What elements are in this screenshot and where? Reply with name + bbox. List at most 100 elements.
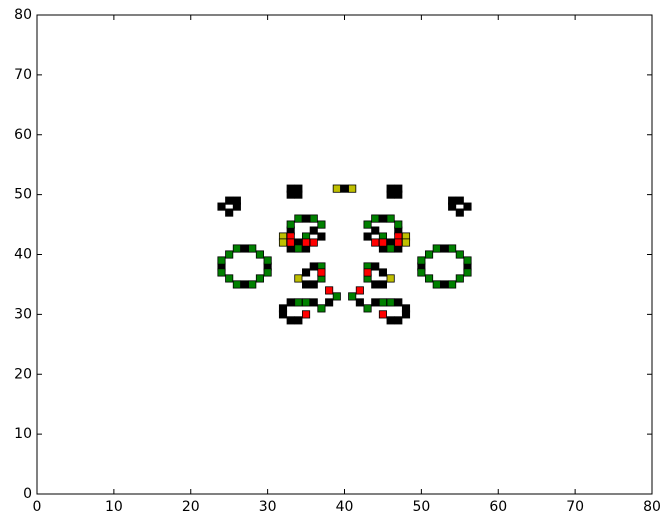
point <box>287 317 294 324</box>
point <box>456 197 463 204</box>
point <box>310 281 317 288</box>
point <box>372 299 379 306</box>
point <box>364 305 371 312</box>
point <box>295 245 302 252</box>
point <box>310 215 317 222</box>
point <box>349 293 356 300</box>
chart: 0102030405060708001020304050607080 <box>0 0 664 515</box>
point <box>395 191 402 198</box>
point <box>356 287 363 294</box>
point <box>379 299 386 306</box>
y-tick-label: 60 <box>14 127 32 143</box>
point <box>395 221 402 228</box>
point <box>295 191 302 198</box>
y-tick-label: 0 <box>23 486 32 502</box>
point <box>441 281 448 288</box>
point <box>302 215 309 222</box>
point <box>402 311 409 318</box>
point <box>218 257 225 264</box>
point <box>395 317 402 324</box>
point <box>387 215 394 222</box>
point <box>372 227 379 234</box>
point <box>379 311 386 318</box>
x-tick-label: 10 <box>105 499 123 515</box>
point <box>295 317 302 324</box>
point <box>226 251 233 258</box>
point <box>302 299 309 306</box>
point <box>310 299 317 306</box>
x-tick-label: 30 <box>259 499 277 515</box>
point <box>241 281 248 288</box>
point <box>279 311 286 318</box>
point <box>349 185 356 192</box>
point <box>379 269 386 276</box>
point <box>333 293 340 300</box>
point <box>318 221 325 228</box>
point <box>448 203 455 210</box>
x-tick-label: 20 <box>182 499 200 515</box>
point <box>310 227 317 234</box>
x-tick-label: 70 <box>566 499 584 515</box>
point <box>464 203 471 210</box>
point <box>233 281 240 288</box>
point <box>256 251 263 258</box>
point <box>295 275 302 282</box>
point <box>325 287 332 294</box>
x-tick-label: 60 <box>489 499 507 515</box>
point <box>226 209 233 216</box>
point <box>379 239 386 246</box>
y-tick-label: 50 <box>14 187 32 203</box>
point <box>387 299 394 306</box>
point <box>387 191 394 198</box>
point <box>364 233 371 240</box>
point <box>264 269 271 276</box>
y-tick-label: 30 <box>14 306 32 322</box>
point <box>433 281 440 288</box>
point <box>456 209 463 216</box>
point <box>425 251 432 258</box>
y-tick-label: 70 <box>14 67 32 83</box>
point <box>418 257 425 264</box>
point <box>387 245 394 252</box>
point <box>395 299 402 306</box>
point <box>433 245 440 252</box>
point <box>295 215 302 222</box>
point <box>387 275 394 282</box>
point <box>233 203 240 210</box>
y-tick-label: 40 <box>14 247 32 263</box>
point <box>287 191 294 198</box>
point <box>295 299 302 306</box>
point <box>287 221 294 228</box>
point <box>318 305 325 312</box>
point <box>379 281 386 288</box>
point <box>395 239 402 246</box>
point <box>318 269 325 276</box>
point <box>333 185 340 192</box>
point <box>249 281 256 288</box>
point <box>310 239 317 246</box>
y-tick-label: 80 <box>14 7 32 23</box>
y-tick-label: 20 <box>14 366 32 382</box>
point <box>464 257 471 264</box>
point <box>356 299 363 306</box>
point <box>364 221 371 228</box>
point <box>418 269 425 276</box>
point <box>241 245 248 252</box>
point <box>233 245 240 252</box>
point <box>302 311 309 318</box>
point <box>310 263 317 270</box>
point <box>425 275 432 282</box>
point <box>302 239 309 246</box>
point <box>318 233 325 240</box>
x-tick-label: 40 <box>336 499 354 515</box>
point <box>302 269 309 276</box>
x-tick-label: 0 <box>33 499 42 515</box>
point <box>279 239 286 246</box>
point <box>264 257 271 264</box>
x-tick-label: 50 <box>412 499 430 515</box>
point <box>372 239 379 246</box>
point <box>448 245 455 252</box>
point <box>456 251 463 258</box>
point <box>441 245 448 252</box>
point <box>379 215 386 222</box>
